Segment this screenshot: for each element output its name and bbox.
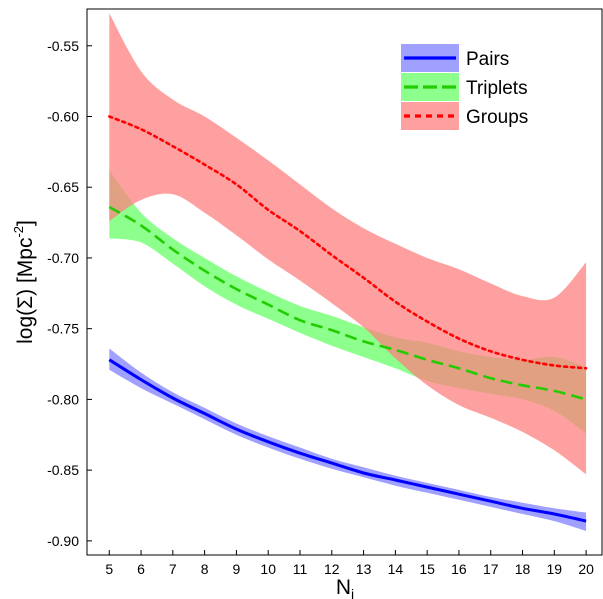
x-tick-label: 9 [233, 561, 241, 577]
x-tick-label: 14 [388, 561, 404, 577]
y-axis-title: log(Σ) [Mpc-2] [11, 220, 37, 344]
line-groups [108, 115, 588, 370]
y-axis-ticks: -0.55 -0.60 -0.65 -0.70 -0.75 -0.80 -0.85 -0.90 [47, 38, 92, 549]
x-tick-label: 6 [137, 561, 145, 577]
x-axis-title: Ni [336, 576, 354, 599]
x-tick-label: 11 [293, 561, 308, 577]
x-tick-label: 15 [419, 561, 435, 577]
y-tick-label: -0.90 [47, 533, 79, 549]
x-tick-label: 5 [105, 561, 113, 577]
y-axis-title-sup: -2 [11, 226, 26, 238]
line-triplets [108, 205, 587, 401]
x-tick-label: 12 [324, 561, 340, 577]
legend: Pairs Triplets Groups [401, 44, 528, 130]
legend-label-groups: Groups [466, 107, 528, 128]
y-tick-label: -0.65 [47, 179, 79, 195]
x-tick-label: 18 [515, 561, 531, 577]
line-pairs [108, 358, 587, 523]
y-tick-label: -0.60 [47, 109, 79, 125]
y-tick-label: -0.70 [47, 250, 79, 266]
y-tick-label: -0.80 [47, 391, 79, 407]
legend-label-triplets: Triplets [466, 78, 528, 99]
x-tick-label: 20 [578, 561, 594, 577]
band-pairs [109, 348, 587, 531]
band-groups [109, 13, 587, 475]
x-tick-label: 7 [169, 561, 177, 577]
y-axis-title-suffix: ] [14, 220, 37, 226]
x-tick-label: 13 [356, 561, 372, 577]
x-tick-label: 8 [201, 561, 209, 577]
y-tick-label: -0.55 [47, 38, 79, 54]
x-tick-label: 16 [451, 561, 467, 577]
legend-label-pairs: Pairs [466, 49, 509, 70]
y-tick-label: -0.75 [47, 321, 79, 337]
series-lines [108, 115, 588, 523]
plot-frame [86, 8, 603, 556]
x-axis-ticks: 5 6 7 8 9 10 11 12 13 14 15 16 17 18 19 20 [105, 550, 594, 577]
x-tick-label: 10 [260, 561, 276, 577]
x-axis-title-sub: i [351, 586, 354, 599]
confidence-bands [109, 13, 587, 531]
x-tick-label: 17 [483, 561, 499, 577]
y-tick-label: -0.85 [47, 462, 79, 478]
x-tick-label: 19 [547, 561, 563, 577]
